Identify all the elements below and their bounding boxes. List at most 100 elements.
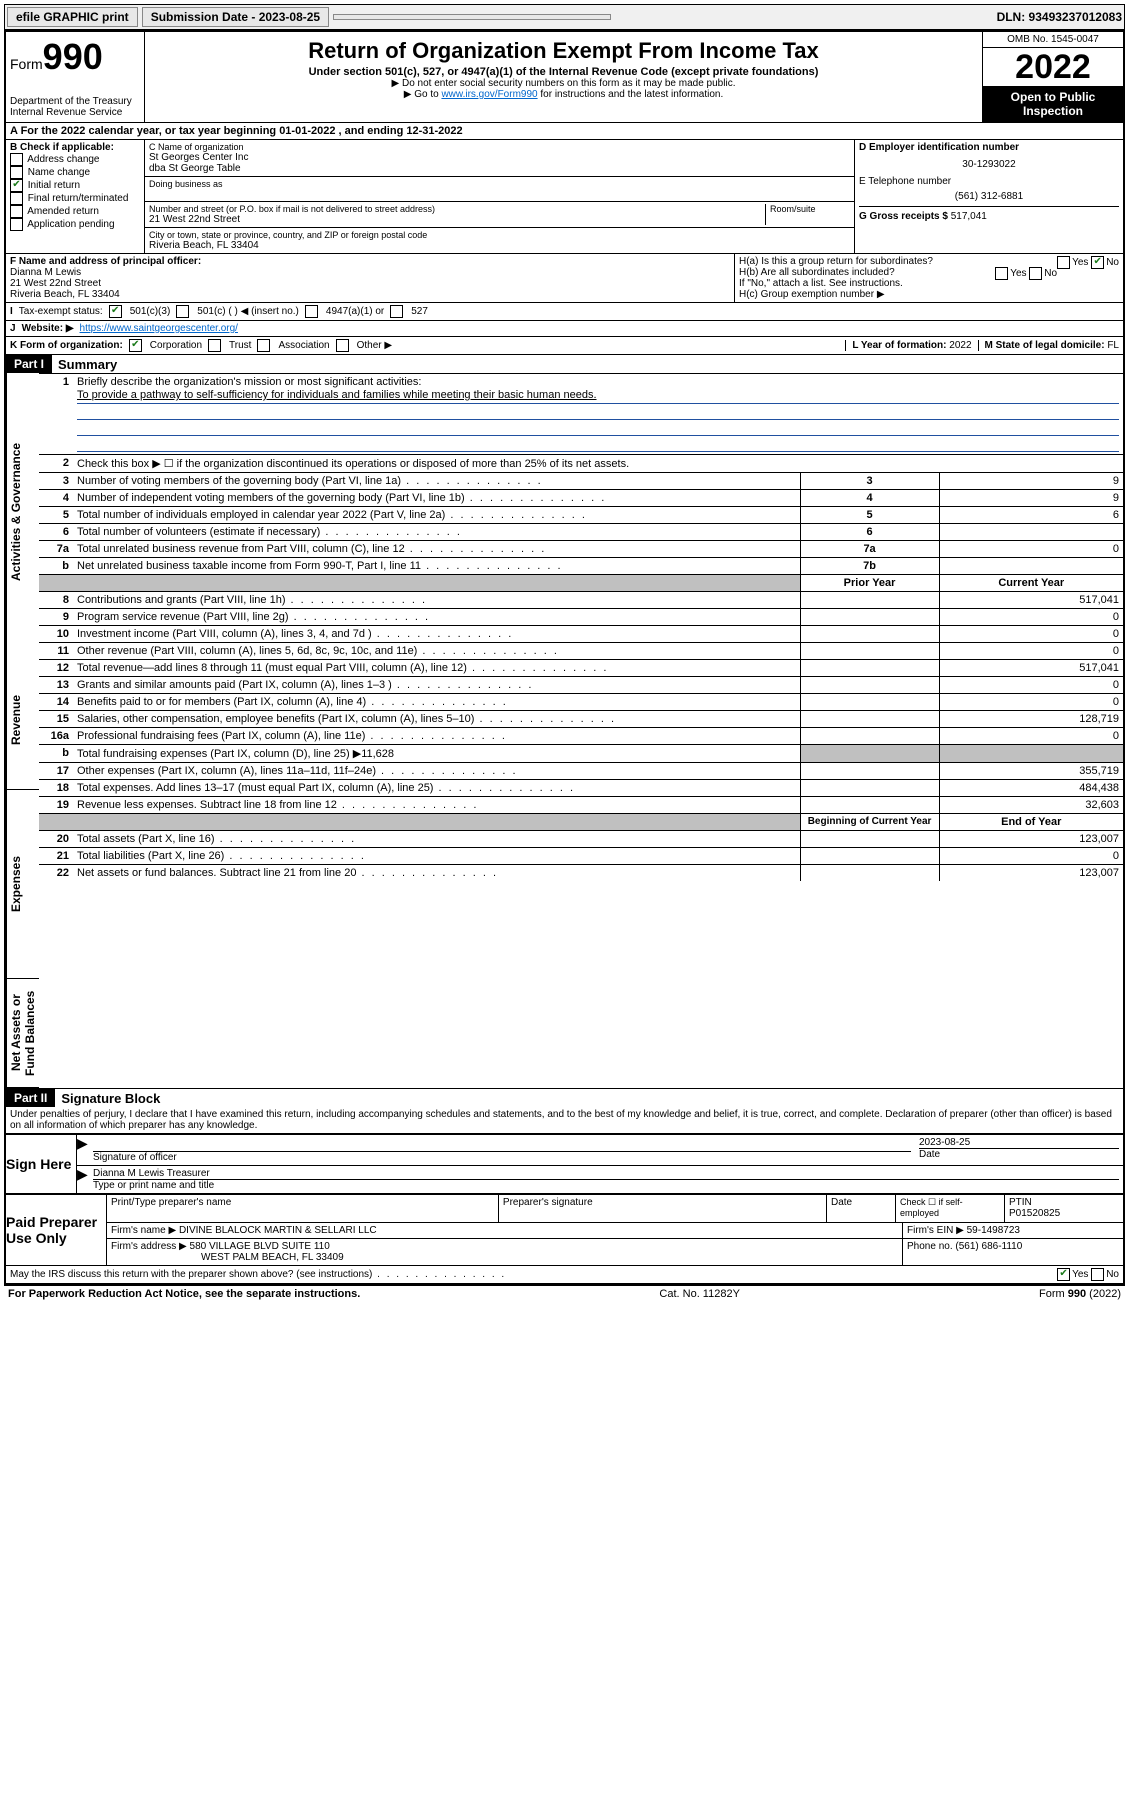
- subtitle-2: ▶ Do not enter social security numbers o…: [149, 78, 978, 89]
- line-i: I Tax-exempt status: 501(c)(3) 501(c) ( …: [6, 302, 1123, 320]
- footer-left: For Paperwork Reduction Act Notice, see …: [8, 1288, 360, 1300]
- table-row: 13Grants and similar amounts paid (Part …: [39, 677, 1123, 694]
- open-inspection: Open to Public Inspection: [983, 86, 1123, 122]
- b-option[interactable]: Amended return: [10, 205, 140, 218]
- dba-label: Doing business as: [149, 179, 850, 189]
- officer-signature-line[interactable]: [93, 1137, 911, 1152]
- opt-527: 527: [411, 306, 428, 317]
- yes-label: Yes: [1072, 257, 1088, 268]
- table-row: 8Contributions and grants (Part VIII, li…: [39, 592, 1123, 609]
- addr-cell: Number and street (or P.O. box if mail i…: [145, 202, 854, 228]
- summary-table: 1 Briefly describe the organization's mi…: [39, 373, 1123, 881]
- table-row: 5Total number of individuals employed in…: [39, 507, 1123, 524]
- hb-note: If "No," attach a list. See instructions…: [739, 278, 1119, 289]
- mission-line-3: [77, 420, 1119, 436]
- other-check[interactable]: [336, 339, 349, 352]
- b-option[interactable]: Initial return: [10, 179, 140, 192]
- arrow-icon-2: ▶: [77, 1166, 89, 1193]
- table-row: 15Salaries, other compensation, employee…: [39, 711, 1123, 728]
- table-row: 4Number of independent voting members of…: [39, 490, 1123, 507]
- part1-header: Part I Summary: [6, 354, 1123, 373]
- goto-post: for instructions and the latest informat…: [538, 89, 724, 100]
- table-row: 7aTotal unrelated business revenue from …: [39, 541, 1123, 558]
- table-row: 18Total expenses. Add lines 13–17 (must …: [39, 780, 1123, 797]
- 501c-check[interactable]: [176, 305, 189, 318]
- blank-field: [333, 14, 611, 20]
- name-title-label: Type or print name and title: [93, 1180, 1119, 1191]
- b-option[interactable]: Final return/terminated: [10, 192, 140, 205]
- table-row: 14Benefits paid to or for members (Part …: [39, 694, 1123, 711]
- side-revenue: Revenue: [6, 651, 39, 790]
- l-value: 2022: [949, 340, 971, 351]
- table-row: 12Total revenue—add lines 8 through 11 (…: [39, 660, 1123, 677]
- c-label: C Name of organization: [149, 142, 850, 152]
- b-option[interactable]: Name change: [10, 166, 140, 179]
- b-option[interactable]: Address change: [10, 153, 140, 166]
- firm-phone: (561) 686-1110: [955, 1241, 1022, 1252]
- efile-button[interactable]: efile GRAPHIC print: [7, 7, 138, 27]
- arrow-icon: ▶: [77, 1135, 89, 1165]
- assoc-check[interactable]: [257, 339, 270, 352]
- 527-check[interactable]: [390, 305, 403, 318]
- mission-text: To provide a pathway to self-sufficiency…: [77, 388, 1119, 404]
- officer-printed-name: Dianna M Lewis Treasurer: [93, 1168, 1119, 1180]
- col-d-e-g: D Employer identification number 30-1293…: [855, 140, 1123, 253]
- prior-year-hdr: Prior Year: [800, 575, 939, 592]
- b-option[interactable]: Application pending: [10, 218, 140, 231]
- top-bar: efile GRAPHIC print Submission Date - 20…: [4, 4, 1125, 30]
- table-row: 17Other expenses (Part IX, column (A), l…: [39, 763, 1123, 780]
- line-2: Check this box ▶ ☐ if the organization d…: [73, 455, 1123, 473]
- l-label: L Year of formation:: [852, 340, 946, 351]
- ha-label: H(a) Is this a group return for subordin…: [739, 256, 933, 267]
- opt-501c: 501(c) ( ) ◀ (insert no.): [197, 306, 299, 317]
- form-header: Form990 Department of the Treasury Inter…: [6, 32, 1123, 122]
- table-row: 11Other revenue (Part VIII, column (A), …: [39, 643, 1123, 660]
- table-row: 20Total assets (Part X, line 16)123,007: [39, 831, 1123, 848]
- 501c3-check[interactable]: [109, 305, 122, 318]
- f-label: F Name and address of principal officer:: [10, 256, 730, 267]
- form-title: Return of Organization Exempt From Incom…: [149, 38, 978, 64]
- self-employed-check[interactable]: Check ☐ if self-employed: [896, 1195, 1005, 1222]
- trust-check[interactable]: [208, 339, 221, 352]
- prep-name-value: [111, 1208, 494, 1220]
- d-label: D Employer identification number: [859, 142, 1119, 153]
- k-label: K Form of organization:: [10, 340, 123, 351]
- subtitle-1: Under section 501(c), 527, or 4947(a)(1)…: [149, 66, 978, 78]
- 4947-check[interactable]: [305, 305, 318, 318]
- hc-row: H(c) Group exemption number ▶: [739, 289, 1119, 300]
- ptin-value: P01520825: [1009, 1208, 1119, 1219]
- ha-no-check[interactable]: [1091, 256, 1104, 269]
- firm-addr2: WEST PALM BEACH, FL 33409: [111, 1252, 898, 1263]
- irs-label: Internal Revenue Service: [10, 107, 140, 118]
- prep-name-label: Print/Type preparer's name: [111, 1197, 494, 1208]
- table-row: 21Total liabilities (Part X, line 26)0: [39, 848, 1123, 865]
- ha-row: H(a) Is this a group return for subordin…: [739, 256, 1119, 267]
- current-year-hdr: Current Year: [939, 575, 1123, 592]
- discuss-no-check[interactable]: [1091, 1268, 1104, 1281]
- website-link[interactable]: https://www.saintgeorgescenter.org/: [80, 323, 238, 334]
- form-container: Form990 Department of the Treasury Inter…: [4, 30, 1125, 1285]
- begin-year-hdr: Beginning of Current Year: [800, 814, 939, 831]
- firm-name-label: Firm's name ▶: [111, 1225, 176, 1236]
- opt-501c3: 501(c)(3): [130, 306, 171, 317]
- hb-yes-check[interactable]: [995, 267, 1008, 280]
- firm-phone-label: Phone no.: [907, 1241, 953, 1252]
- line-k: K Form of organization: Corporation Trus…: [6, 336, 1123, 354]
- table-row: 19Revenue less expenses. Subtract line 1…: [39, 797, 1123, 814]
- hb-no-check[interactable]: [1029, 267, 1042, 280]
- hb-label: H(b) Are all subordinates included?: [739, 267, 895, 278]
- discuss-yes-check[interactable]: [1057, 1268, 1070, 1281]
- section-f-h: F Name and address of principal officer:…: [6, 253, 1123, 302]
- mission-cell: Briefly describe the organization's miss…: [73, 374, 1123, 455]
- header-right: OMB No. 1545-0047 2022 Open to Public In…: [982, 32, 1123, 122]
- c-name-cell: C Name of organization St Georges Center…: [145, 140, 854, 177]
- ha-yes-check[interactable]: [1057, 256, 1070, 269]
- opt-assoc: Association: [278, 340, 329, 351]
- j-label: Website: ▶: [22, 323, 74, 334]
- sign-here-block: Sign Here ▶ Signature of officer 2023-08…: [6, 1133, 1123, 1193]
- yes-label-2: Yes: [1010, 268, 1026, 279]
- corp-check[interactable]: [129, 339, 142, 352]
- irs-link[interactable]: www.irs.gov/Form990: [441, 89, 537, 100]
- mission-line-4: [77, 436, 1119, 452]
- part2-header: Part II Signature Block: [6, 1088, 1123, 1107]
